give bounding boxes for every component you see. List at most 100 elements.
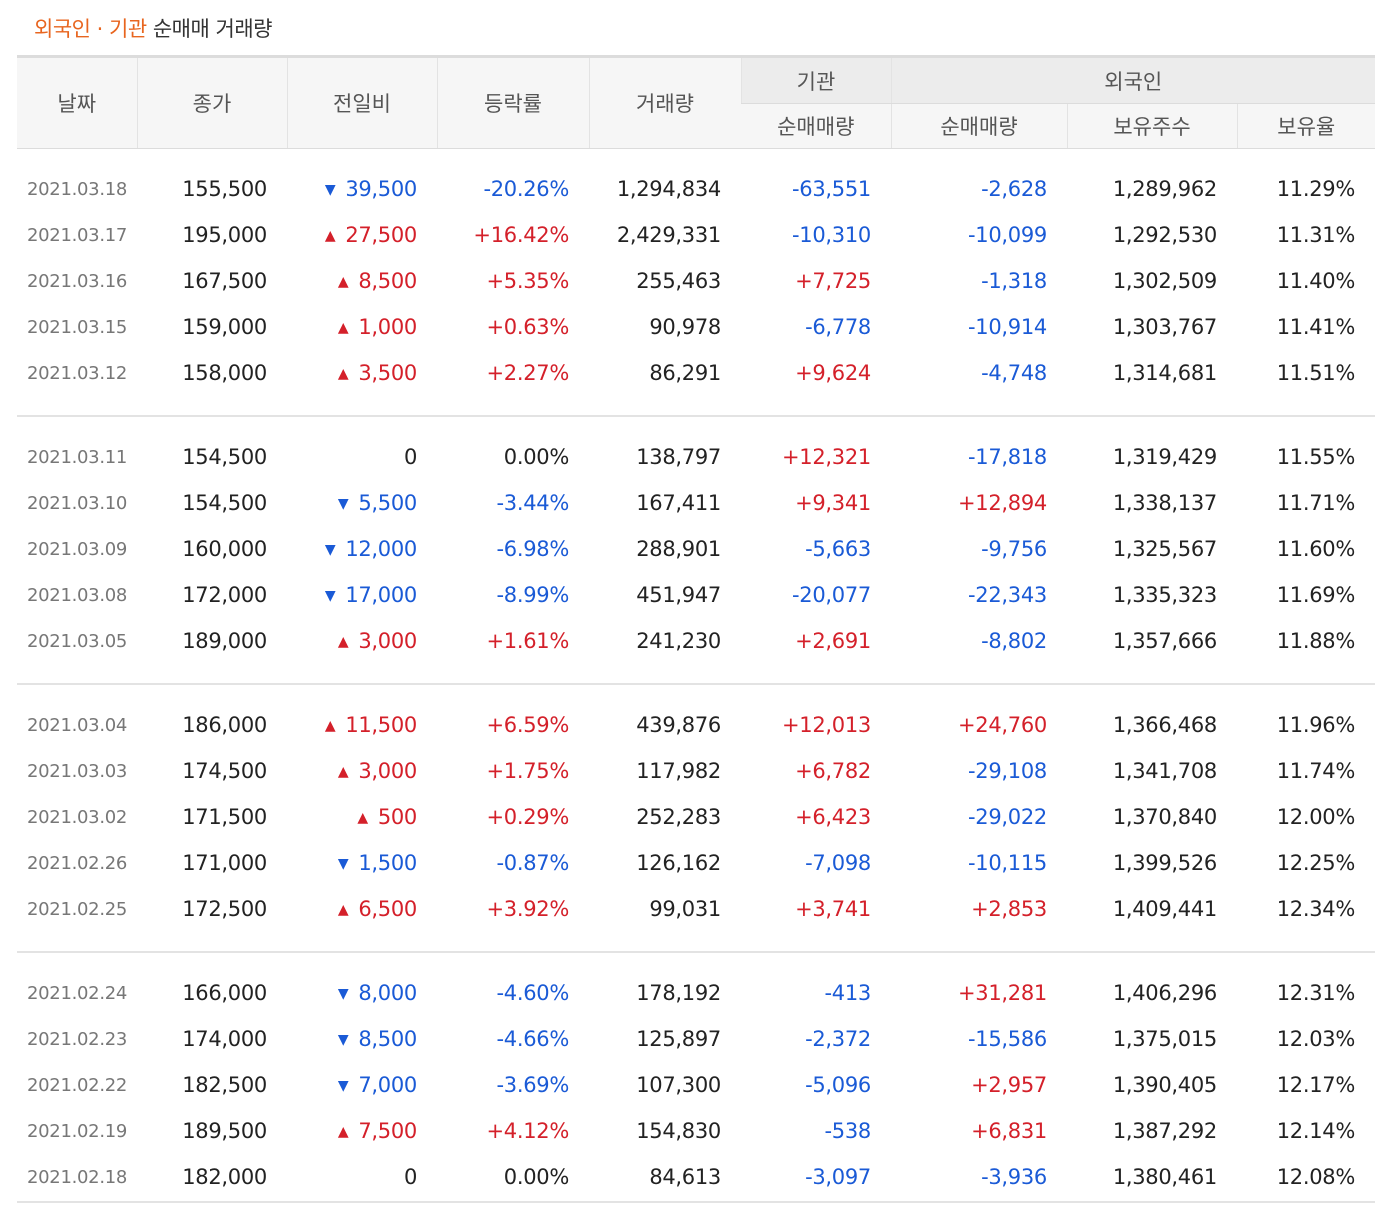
foreign-ratio-cell: 12.17% [1276, 1073, 1356, 1097]
title-institution: 기관 [109, 17, 147, 41]
rate-cell: -4.66% [496, 1027, 570, 1051]
change-value: 8,500 [358, 269, 417, 293]
volume-cell: 439,876 [636, 713, 721, 737]
volume-cell: 2,429,331 [616, 223, 721, 247]
change-cell: ▲ 6,500 [287, 886, 437, 932]
date-cell: 2021.03.12 [27, 362, 128, 384]
change-cell: ▼ 17,000 [287, 572, 437, 618]
change-value: 0 [403, 445, 417, 469]
header-change: 전일비 [286, 55, 437, 149]
foreign-ratio-cell: 12.00% [1276, 805, 1356, 829]
volume-cell: 451,947 [636, 583, 721, 607]
triangle-up-icon: ▲ [324, 718, 336, 734]
foreign-hold-cell: 1,370,840 [1112, 805, 1217, 829]
header-institution-group: 기관 [740, 55, 891, 104]
header-volume: 거래량 [588, 55, 741, 149]
change-cell: ▼ 39,500 [287, 166, 437, 212]
change-value: 7,000 [358, 1073, 417, 1097]
change-cell: ▼ 8,000 [287, 970, 437, 1016]
title-foreign: 외국인 [34, 17, 91, 41]
foreign-net-cell: -3,936 [981, 1165, 1047, 1189]
foreign-ratio-cell: 12.25% [1276, 851, 1356, 875]
trading-table-wrapper: 날짜 종가 전일비 등락률 거래량 기관 외국인 순매매량 순매매량 보유주수 … [17, 55, 1376, 1200]
triangle-up-icon: ▲ [337, 902, 349, 918]
rate-cell: -3.44% [496, 491, 570, 515]
foreign-net-cell: -10,099 [968, 223, 1047, 247]
change-value: 39,500 [345, 177, 417, 201]
volume-cell: 154,830 [636, 1119, 721, 1143]
close-price-cell: 160,000 [182, 537, 267, 561]
volume-cell: 138,797 [636, 445, 721, 469]
rate-cell: +5.35% [486, 269, 569, 293]
date-cell: 2021.02.23 [27, 1028, 128, 1050]
table-row: 2021.02.22 182,500 ▼ 7,000 -3.69% 107,300 -5,0… [17, 1062, 1375, 1108]
group-divider [17, 396, 1376, 417]
change-value: 8,500 [358, 1027, 417, 1051]
rate-cell: -8.99% [496, 583, 570, 607]
triangle-up-icon: ▲ [337, 1124, 349, 1140]
change-value: 12,000 [345, 537, 417, 561]
table-row: 2021.03.02 171,500 ▲ 500 +0.29% 252,283 +6,423… [17, 794, 1375, 840]
foreign-net-cell: -29,108 [968, 759, 1047, 783]
date-cell: 2021.02.26 [27, 852, 128, 874]
change-value: 27,500 [345, 223, 417, 247]
header-date: 날짜 [17, 55, 137, 149]
change-cell: ▼ 8,500 [287, 1016, 437, 1062]
triangle-up-icon: ▲ [337, 320, 349, 336]
change-value: 11,500 [345, 713, 417, 737]
foreign-hold-cell: 1,303,767 [1112, 315, 1217, 339]
rate-cell: +3.92% [486, 897, 569, 921]
foreign-net-cell: -4,748 [981, 361, 1047, 385]
table-row: 2021.02.18 182,000 0 0.00% 84,613 -3,097 -3,93… [17, 1154, 1375, 1200]
foreign-net-cell: -29,022 [968, 805, 1047, 829]
change-cell: ▲ 8,500 [287, 258, 437, 304]
date-cell: 2021.02.19 [27, 1120, 128, 1142]
date-cell: 2021.03.17 [27, 224, 128, 246]
close-price-cell: 167,500 [182, 269, 267, 293]
foreign-ratio-cell: 12.14% [1276, 1119, 1356, 1143]
volume-cell: 167,411 [636, 491, 721, 515]
change-cell: ▼ 1,500 [287, 840, 437, 886]
volume-cell: 255,463 [636, 269, 721, 293]
close-price-cell: 154,500 [182, 445, 267, 469]
volume-cell: 178,192 [636, 981, 721, 1005]
triangle-down-icon: ▼ [324, 588, 336, 604]
foreign-net-cell: +2,957 [971, 1073, 1047, 1097]
date-cell: 2021.03.05 [27, 630, 128, 652]
header-inst-net: 순매매량 [741, 103, 891, 149]
triangle-down-icon: ▼ [324, 542, 336, 558]
change-cell: ▲ 3,000 [287, 748, 437, 794]
close-price-cell: 174,500 [182, 759, 267, 783]
date-cell: 2021.03.08 [27, 584, 128, 606]
foreign-hold-cell: 1,357,666 [1112, 629, 1217, 653]
group-spacer [17, 952, 1375, 970]
change-cell: ▲ 27,500 [287, 212, 437, 258]
change-value: 8,000 [358, 981, 417, 1005]
foreign-ratio-cell: 12.03% [1276, 1027, 1356, 1051]
foreign-hold-cell: 1,325,567 [1112, 537, 1217, 561]
inst-net-cell: +6,782 [795, 759, 871, 783]
table-row: 2021.03.12 158,000 ▲ 3,500 +2.27% 86,291 +9,62… [17, 350, 1375, 396]
rate-cell: +1.75% [486, 759, 569, 783]
change-value: 500 [377, 805, 417, 829]
triangle-down-icon: ▼ [337, 496, 349, 512]
header-close: 종가 [136, 55, 287, 149]
change-value: 5,500 [358, 491, 417, 515]
change-value: 7,500 [358, 1119, 417, 1143]
date-cell: 2021.03.09 [27, 538, 128, 560]
foreign-hold-cell: 1,380,461 [1112, 1165, 1217, 1189]
header-foreign-group: 외국인 [890, 55, 1376, 104]
foreign-ratio-cell: 11.29% [1276, 177, 1356, 201]
volume-cell: 117,982 [636, 759, 721, 783]
volume-cell: 90,978 [649, 315, 721, 339]
rate-cell: -6.98% [496, 537, 570, 561]
table-row: 2021.03.08 172,000 ▼ 17,000 -8.99% 451,947 -20… [17, 572, 1375, 618]
rate-cell: +1.61% [486, 629, 569, 653]
close-price-cell: 166,000 [182, 981, 267, 1005]
foreign-net-cell: -2,628 [981, 177, 1047, 201]
inst-net-cell: -538 [824, 1119, 872, 1143]
foreign-ratio-cell: 12.34% [1276, 897, 1356, 921]
foreign-net-cell: -10,115 [968, 851, 1047, 875]
header-rate: 등락률 [436, 55, 589, 149]
foreign-hold-cell: 1,399,526 [1112, 851, 1217, 875]
